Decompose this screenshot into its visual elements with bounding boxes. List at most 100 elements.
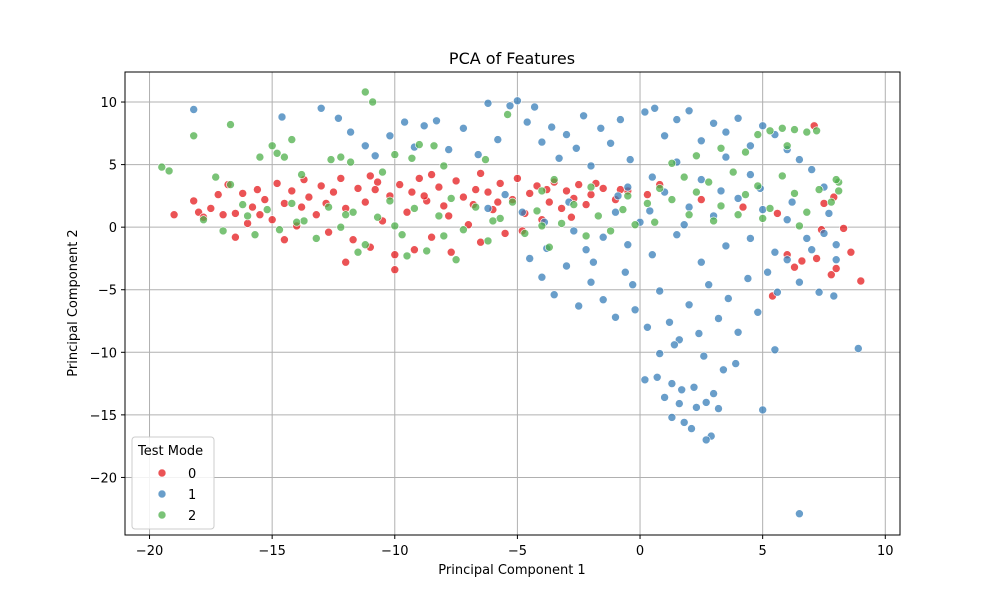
data-point — [439, 231, 449, 241]
data-point — [451, 255, 461, 265]
data-point — [520, 229, 530, 238]
data-point — [360, 197, 370, 207]
data-point — [733, 210, 743, 219]
legend-box — [131, 436, 215, 530]
data-point — [304, 192, 314, 202]
data-point — [532, 206, 542, 216]
data-point — [777, 171, 787, 181]
data-point — [419, 191, 429, 201]
data-point — [397, 230, 407, 239]
data-point — [360, 87, 370, 97]
data-point — [616, 115, 625, 124]
data-point — [667, 413, 677, 422]
data-point — [709, 119, 718, 128]
data-point — [758, 214, 768, 223]
data-point — [280, 152, 289, 162]
data-point — [557, 204, 566, 213]
data-point — [581, 231, 591, 241]
chart-title: PCA of Features — [449, 49, 575, 68]
data-point — [581, 245, 591, 254]
data-point — [544, 242, 554, 252]
data-point — [746, 170, 755, 179]
data-point — [618, 205, 628, 214]
y-tick-label: 5 — [109, 159, 117, 174]
data-point — [802, 234, 812, 243]
data-point — [743, 274, 753, 283]
data-point — [522, 117, 532, 127]
data-point — [611, 207, 620, 217]
data-point — [390, 250, 400, 259]
legend-marker — [157, 468, 167, 478]
data-point — [434, 211, 444, 221]
data-point — [213, 190, 223, 199]
data-point — [571, 144, 581, 153]
data-point — [267, 215, 277, 224]
plot-background — [125, 72, 900, 535]
data-point — [834, 186, 844, 196]
data-point — [643, 322, 652, 332]
data-point — [488, 216, 498, 226]
data-point — [169, 210, 179, 219]
data-point — [623, 240, 633, 249]
data-point — [267, 141, 277, 151]
data-point — [471, 185, 481, 194]
data-point — [336, 152, 346, 162]
data-point — [400, 117, 409, 127]
data-point — [758, 205, 768, 214]
data-point — [787, 197, 797, 207]
data-point — [248, 202, 257, 212]
data-point — [777, 124, 787, 133]
data-point — [650, 104, 660, 113]
data-point — [714, 314, 723, 323]
data-point — [672, 230, 682, 239]
data-point — [231, 232, 240, 242]
data-point — [505, 101, 515, 111]
data-point — [238, 189, 247, 198]
data-point — [537, 272, 547, 282]
data-point — [549, 290, 559, 300]
data-point — [299, 216, 309, 226]
data-point — [733, 327, 743, 337]
data-point — [189, 196, 198, 206]
data-point — [765, 126, 775, 136]
data-point — [684, 210, 694, 219]
data-point — [773, 209, 782, 218]
data-point — [199, 215, 208, 224]
data-point — [733, 194, 743, 203]
data-point — [829, 291, 839, 301]
plot-area — [124, 71, 901, 536]
data-point — [802, 207, 812, 217]
data-point — [500, 190, 510, 199]
data-point — [427, 170, 436, 179]
data-point — [765, 204, 775, 213]
data-point — [226, 180, 235, 189]
data-point — [574, 180, 584, 189]
data-point — [716, 201, 726, 211]
data-point — [459, 124, 468, 133]
data-point — [613, 191, 623, 201]
y-tick-label: −10 — [90, 346, 117, 361]
data-point — [206, 204, 216, 213]
data-point — [329, 187, 338, 197]
x-tick-label: 10 — [877, 544, 894, 559]
data-point — [598, 184, 608, 193]
data-point — [826, 270, 836, 280]
data-point — [660, 393, 669, 402]
data-points — [157, 87, 866, 519]
data-point — [444, 211, 454, 221]
data-point — [483, 236, 493, 246]
y-tick-label: −5 — [98, 284, 117, 299]
data-point — [537, 221, 547, 231]
data-point — [513, 96, 522, 106]
data-point — [763, 267, 772, 277]
data-point — [579, 111, 588, 121]
data-point — [670, 340, 679, 350]
data-point — [699, 351, 709, 361]
data-point — [459, 225, 468, 234]
data-point — [395, 180, 405, 189]
data-point — [243, 219, 252, 228]
data-point — [696, 175, 706, 184]
data-point — [655, 184, 665, 193]
data-point — [493, 197, 503, 207]
